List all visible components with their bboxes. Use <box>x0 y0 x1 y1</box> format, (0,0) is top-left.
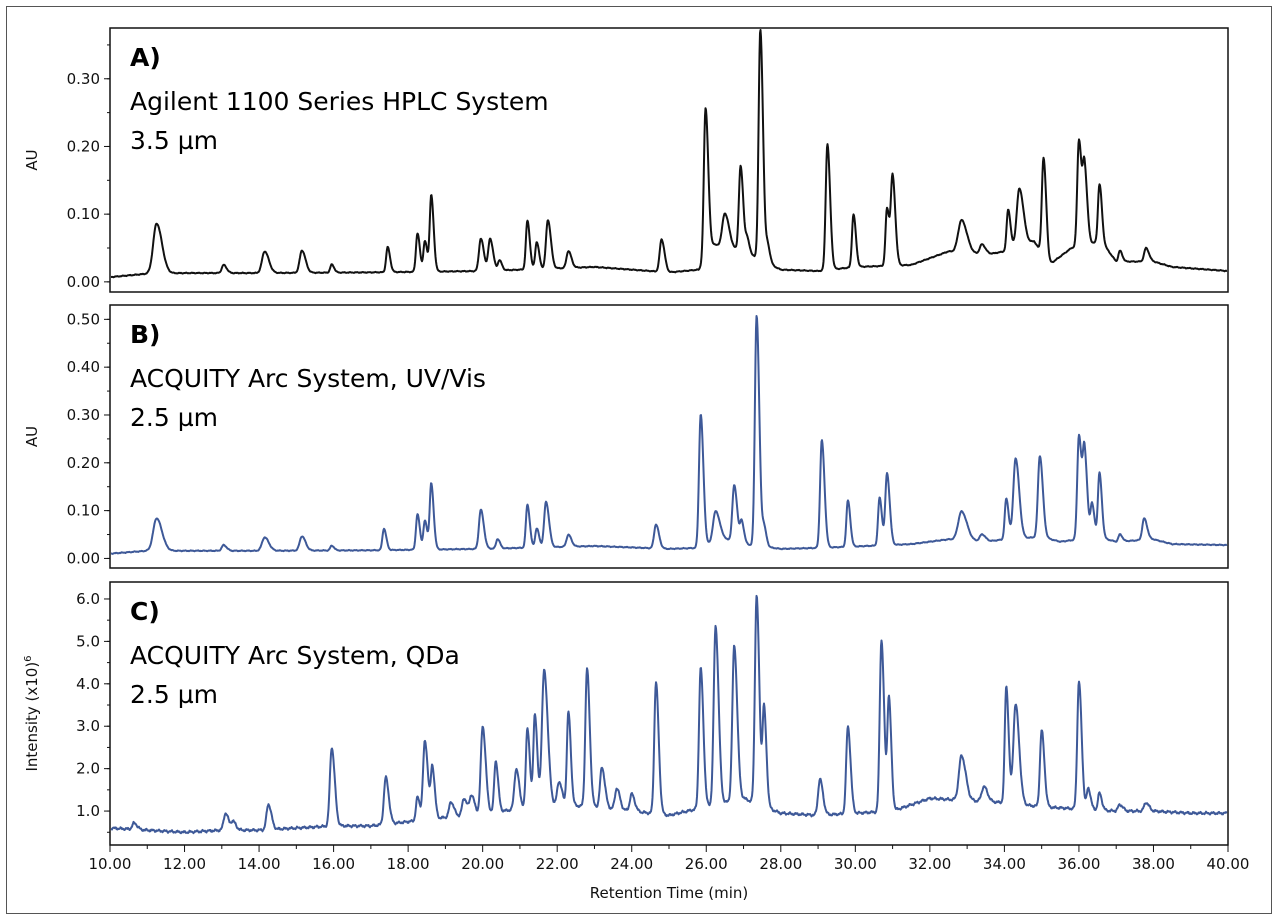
x-axis-label: Retention Time (min) <box>590 884 749 902</box>
x-tick-label: 28.00 <box>759 855 802 873</box>
y-axis-label-B: AU <box>23 426 41 447</box>
panel-subtitle-C: 2.5 µm <box>130 680 218 709</box>
panel-C: 1.0 2.0 3.0 4.0 5.0 6.0 Intensity (x10)6 C) ACQU… <box>23 581 1229 846</box>
y-tick-label: 1.0 <box>76 802 100 820</box>
x-tick-label: 30.00 <box>834 855 877 873</box>
x-tick-label: 38.00 <box>1132 855 1175 873</box>
y-tick-label: 0.00 <box>67 273 100 291</box>
panel-label-A: A) <box>130 43 161 72</box>
y-tick-label: 4.0 <box>76 675 100 693</box>
x-tick-label: 20.00 <box>461 855 504 873</box>
y-tick-label: 6.0 <box>76 590 100 608</box>
chromatogram-panels: 0.00 0.10 0.20 0.30 AU A) Agilent 1100 Series … <box>23 27 1250 873</box>
y-tick-label: 0.20 <box>67 454 100 472</box>
y-tick-label: 0.00 <box>67 549 100 567</box>
y-axis-label-exponent: 6 <box>23 655 34 661</box>
y-tick-label: 0.30 <box>67 406 100 424</box>
x-tick-label: 14.00 <box>238 855 281 873</box>
plot-area-B <box>109 304 1229 569</box>
chromatogram-trace-C <box>110 594 1228 835</box>
panel-title-C: ACQUITY Arc System, QDa <box>130 641 460 670</box>
y-tick-label: 2.0 <box>76 760 100 778</box>
plot-area-C <box>109 581 1229 846</box>
chromatogram-trace-A <box>110 29 1228 279</box>
x-tick-label: 22.00 <box>536 855 579 873</box>
y-tick-label: 0.10 <box>67 502 100 520</box>
x-tick-label: 12.00 <box>163 855 206 873</box>
x-tick-label: 26.00 <box>685 855 728 873</box>
y-tick-label: 0.30 <box>67 70 100 88</box>
x-tick-label: 36.00 <box>1057 855 1100 873</box>
panel-label-C: C) <box>130 597 160 626</box>
plot-area-A <box>109 27 1229 293</box>
panel-title-A: Agilent 1100 Series HPLC System <box>130 87 549 116</box>
y-tick-label: 3.0 <box>76 717 100 735</box>
panel-subtitle-B: 2.5 µm <box>130 403 218 432</box>
figure-frame <box>6 6 1272 914</box>
y-tick-label: 0.10 <box>67 205 100 223</box>
y-tick-label: 0.50 <box>67 310 100 328</box>
panel-subtitle-A: 3.5 µm <box>130 126 218 155</box>
x-tick-label: 18.00 <box>387 855 430 873</box>
chromatogram-trace-B <box>110 315 1228 555</box>
x-tick-label: 10.00 <box>89 855 132 873</box>
x-tick-label: 32.00 <box>908 855 951 873</box>
x-tick-label: 24.00 <box>610 855 653 873</box>
y-tick-label: 0.40 <box>67 358 100 376</box>
y-axis-label-C: Intensity (x10)6 <box>23 655 41 771</box>
x-tick-label: 40.00 <box>1207 855 1250 873</box>
panel-A: 0.00 0.10 0.20 0.30 AU A) Agilent 1100 Series … <box>23 27 1229 293</box>
panel-B: 0.00 0.10 0.20 0.30 0.40 0.50 AU B) ACQUITY Arc … <box>23 304 1229 569</box>
y-axis-label-A: AU <box>23 149 41 170</box>
x-tick-label: 34.00 <box>983 855 1026 873</box>
x-tick-label: 16.00 <box>312 855 355 873</box>
panel-label-B: B) <box>130 320 160 349</box>
x-axis: 10.00 12.00 14.00 16.00 18.00 20.00 22.00 24.00… <box>89 845 1250 873</box>
y-tick-label: 5.0 <box>76 632 100 650</box>
panel-title-B: ACQUITY Arc System, UV/Vis <box>130 364 486 393</box>
y-tick-label: 0.20 <box>67 137 100 155</box>
